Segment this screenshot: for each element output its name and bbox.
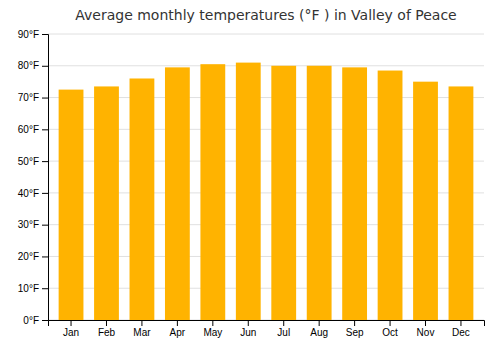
title: Average monthly temperatures (°F ) in Va… xyxy=(75,7,456,23)
x-tick: May xyxy=(203,320,222,338)
bar xyxy=(307,66,332,320)
bars xyxy=(59,63,474,320)
bar xyxy=(342,67,367,320)
x-tick-mark xyxy=(106,320,107,326)
y-tick: 10°F xyxy=(18,283,48,294)
x-axis: Jan Feb Mar Apr May Jun Jul Aug Sep Oct Nov Dec xyxy=(49,320,485,338)
y-tick-mark xyxy=(42,129,48,130)
x-tick-mark xyxy=(283,320,284,326)
y-tick: 40°F xyxy=(18,188,48,199)
y-tick-label: 40°F xyxy=(18,188,39,199)
y-axis-line xyxy=(42,35,49,321)
x-tick-label: Jun xyxy=(240,327,256,338)
bar xyxy=(130,78,155,320)
x-tick: Dec xyxy=(452,320,470,338)
x-tick-mark xyxy=(354,320,355,326)
y-tick-label: 80°F xyxy=(18,60,39,71)
y-tick: 80°F xyxy=(18,60,48,71)
x-tick: Oct xyxy=(382,320,398,338)
x-tick-label: Jan xyxy=(63,327,79,338)
x-tick: Sep xyxy=(346,320,364,338)
y-tick-mark xyxy=(42,288,48,289)
y-tick: 90°F xyxy=(18,29,48,40)
bar xyxy=(271,66,296,320)
bar xyxy=(413,82,438,320)
x-tick-label: Nov xyxy=(417,327,435,338)
x-tick-mark xyxy=(390,320,391,326)
x-tick: Apr xyxy=(170,320,186,338)
y-tick: 50°F xyxy=(18,156,48,167)
bar xyxy=(200,64,225,320)
bar xyxy=(59,90,84,320)
x-tick-mark xyxy=(71,320,72,326)
x-tick: Nov xyxy=(417,320,435,338)
x-tick-mark xyxy=(460,320,461,326)
x-tick: Jun xyxy=(240,320,256,338)
x-tick-label: Sep xyxy=(346,327,364,338)
y-tick-label: 50°F xyxy=(18,156,39,167)
x-tick-label: Oct xyxy=(382,327,398,338)
x-tick-label: Apr xyxy=(170,327,186,338)
bar xyxy=(94,86,119,320)
y-tick-mark xyxy=(42,320,48,321)
x-tick-mark xyxy=(248,320,249,326)
x-tick-mark xyxy=(212,320,213,326)
y-tick-mark xyxy=(42,225,48,226)
bar xyxy=(449,86,474,320)
x-tick: Aug xyxy=(310,320,328,338)
y-tick-label: 0°F xyxy=(23,315,39,326)
y-tick-label: 70°F xyxy=(18,92,39,103)
y-tick-mark xyxy=(42,34,48,35)
x-tick-label: Mar xyxy=(133,327,151,338)
y-tick: 70°F xyxy=(18,92,48,103)
y-tick: 20°F xyxy=(18,251,48,262)
y-tick: 30°F xyxy=(18,219,48,230)
y-tick-mark xyxy=(42,98,48,99)
x-tick-mark xyxy=(177,320,178,326)
x-axis-line xyxy=(49,321,485,327)
x-tick: Mar xyxy=(133,320,151,338)
y-tick-label: 20°F xyxy=(18,251,39,262)
x-tick: Jan xyxy=(63,320,79,338)
bar xyxy=(378,71,403,320)
grid xyxy=(48,34,484,320)
y-tick-label: 90°F xyxy=(18,29,39,40)
bar xyxy=(236,63,261,320)
x-tick: Feb xyxy=(98,320,116,338)
x-tick-mark xyxy=(319,320,320,326)
y-tick: 0°F xyxy=(23,315,48,326)
x-tick-label: Jul xyxy=(277,327,290,338)
grid-line xyxy=(48,34,484,35)
grid-line xyxy=(48,65,484,66)
chart: Jan Feb Mar Apr May Jun Jul Aug Sep Oct Nov Dec 0°F 1… xyxy=(0,0,500,350)
y-tick-mark xyxy=(42,161,48,162)
plot: Jan Feb Mar Apr May Jun Jul Aug Sep Oct Nov Dec 0°F 1… xyxy=(18,29,485,338)
x-tick-label: Dec xyxy=(452,327,470,338)
y-tick-label: 60°F xyxy=(18,124,39,135)
x-tick-label: Feb xyxy=(98,327,116,338)
y-tick-mark xyxy=(42,256,48,257)
x-tick-mark xyxy=(425,320,426,326)
x-tick: Jul xyxy=(277,320,290,338)
x-tick-label: May xyxy=(203,327,222,338)
y-tick-label: 30°F xyxy=(18,219,39,230)
x-tick-label: Aug xyxy=(310,327,328,338)
y-axis: 0°F 10°F 20°F 30°F 40°F 50°F 60°F 70°F 80°F 90°F xyxy=(18,29,49,326)
y-tick-label: 10°F xyxy=(18,283,39,294)
y-tick-mark xyxy=(42,66,48,67)
y-tick-mark xyxy=(42,193,48,194)
x-tick-mark xyxy=(141,320,142,326)
bar xyxy=(165,67,190,320)
y-tick: 60°F xyxy=(18,124,48,135)
